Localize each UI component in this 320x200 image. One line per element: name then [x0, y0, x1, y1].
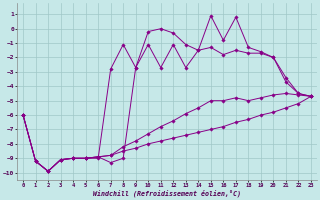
X-axis label: Windchill (Refroidissement éolien,°C): Windchill (Refroidissement éolien,°C) — [93, 190, 241, 197]
